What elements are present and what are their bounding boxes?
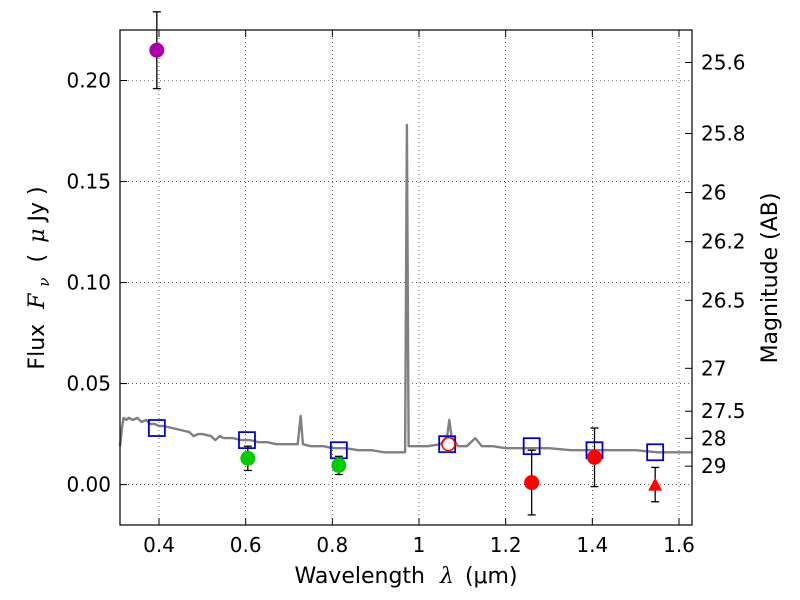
plot-data bbox=[118, 11, 692, 516]
mag-tick-label: 27 bbox=[701, 356, 726, 380]
x-tick-label: 1.4 bbox=[576, 533, 608, 557]
x-tick-label: 0.4 bbox=[143, 533, 175, 557]
observed-flux-open-point bbox=[441, 436, 456, 452]
observed-flux-point bbox=[331, 457, 347, 473]
plot-frame bbox=[119, 29, 693, 526]
mag-tick-label: 25.8 bbox=[701, 121, 746, 145]
y-axis-label: Flux F ν ( μ Jy ) bbox=[25, 186, 55, 369]
x-tick-label: 1.6 bbox=[663, 533, 695, 557]
x-tick-label: 1.2 bbox=[490, 533, 522, 557]
mag-tick-label: 27.5 bbox=[701, 399, 746, 423]
x-tick-label: 1 bbox=[413, 533, 426, 557]
mag-tick-label: 25.6 bbox=[701, 50, 746, 74]
y-tick-label: 0.00 bbox=[66, 473, 111, 497]
mag-tick-label: 28 bbox=[701, 426, 726, 450]
model-photometry-square bbox=[147, 419, 166, 437]
y-tick-label: 0.20 bbox=[66, 69, 111, 93]
y-tick-label: 0.05 bbox=[66, 372, 111, 396]
magnitude-axis-label: Magnitude (AB) bbox=[758, 193, 783, 364]
mag-tick-label: 29 bbox=[701, 454, 726, 478]
x-tick-label: 0.6 bbox=[230, 533, 262, 557]
observed-flux-point bbox=[149, 42, 165, 58]
y-tick-label: 0.15 bbox=[66, 170, 111, 194]
mag-tick-label: 26.2 bbox=[701, 230, 746, 254]
x-tick-label: 0.8 bbox=[316, 533, 348, 557]
mag-tick-label: 26.5 bbox=[701, 288, 746, 312]
observed-flux-point bbox=[587, 449, 602, 465]
upper-limit-triangle bbox=[648, 477, 663, 491]
model-photometry-square bbox=[238, 431, 256, 450]
x-axis-label: Wavelength λ (μm) bbox=[294, 564, 517, 589]
mag-tick-label: 26 bbox=[701, 181, 726, 205]
observed-flux-point bbox=[240, 450, 256, 466]
model-spectrum-line bbox=[118, 123, 692, 454]
axis-ticks: 0.4 0.6 0.8 1 1.2 1.4 1.6 0.00 0.05 0.10 0.15 0.20 2… bbox=[66, 30, 746, 557]
y-tick-label: 0.10 bbox=[66, 271, 111, 295]
model-photometry-square bbox=[646, 443, 665, 462]
observed-flux-point bbox=[524, 475, 540, 491]
